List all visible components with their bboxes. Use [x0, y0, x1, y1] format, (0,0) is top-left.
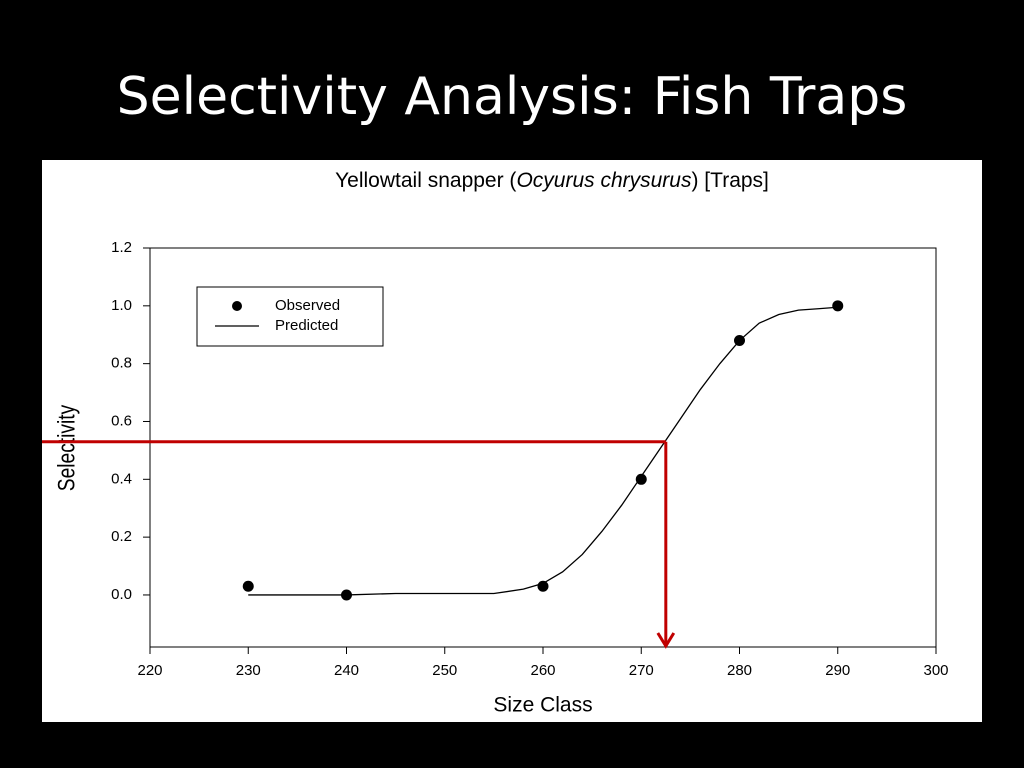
legend-marker	[232, 301, 242, 311]
x-tick-label: 260	[530, 662, 555, 679]
observed-point	[242, 580, 254, 592]
title-part: Ocyurus chrysurus	[516, 169, 692, 192]
predicted-line	[248, 306, 838, 596]
x-tick-label: 220	[137, 662, 162, 679]
x-tick-label: 240	[334, 662, 359, 679]
x-tick-label: 250	[432, 662, 457, 679]
x-tick-label: 270	[629, 662, 654, 679]
legend-label: Observed	[275, 297, 340, 314]
x-axis-label: Size Class	[493, 694, 592, 717]
reference-arrowhead	[656, 632, 676, 649]
y-tick-label: 0.4	[111, 470, 132, 487]
title-part: ) [Traps]	[691, 169, 768, 192]
y-tick-label: 0.8	[111, 355, 132, 372]
y-tick-label: 0.6	[111, 412, 132, 429]
x-tick-label: 280	[727, 662, 752, 679]
observed-point	[635, 473, 647, 485]
title-part: Yellowtail snapper (	[335, 169, 516, 192]
y-tick-label: 1.2	[111, 239, 132, 256]
observed-point	[537, 580, 549, 592]
slide-title: Selectivity Analysis: Fish Traps	[117, 67, 908, 127]
x-tick-label: 230	[236, 662, 261, 679]
chart-title: Yellowtail snapper (Ocyurus chrysurus) […	[335, 169, 769, 192]
x-tick-label: 290	[825, 662, 850, 679]
y-axis-label: Selectivity	[52, 405, 80, 491]
observed-point	[832, 300, 844, 312]
y-tick-label: 0.2	[111, 528, 132, 545]
legend-box	[196, 286, 384, 347]
x-tick-label: 300	[923, 662, 948, 679]
y-tick-label: 1.0	[111, 297, 132, 314]
y-tick-label: 0.0	[111, 586, 132, 603]
legend-label: Predicted	[275, 317, 338, 334]
